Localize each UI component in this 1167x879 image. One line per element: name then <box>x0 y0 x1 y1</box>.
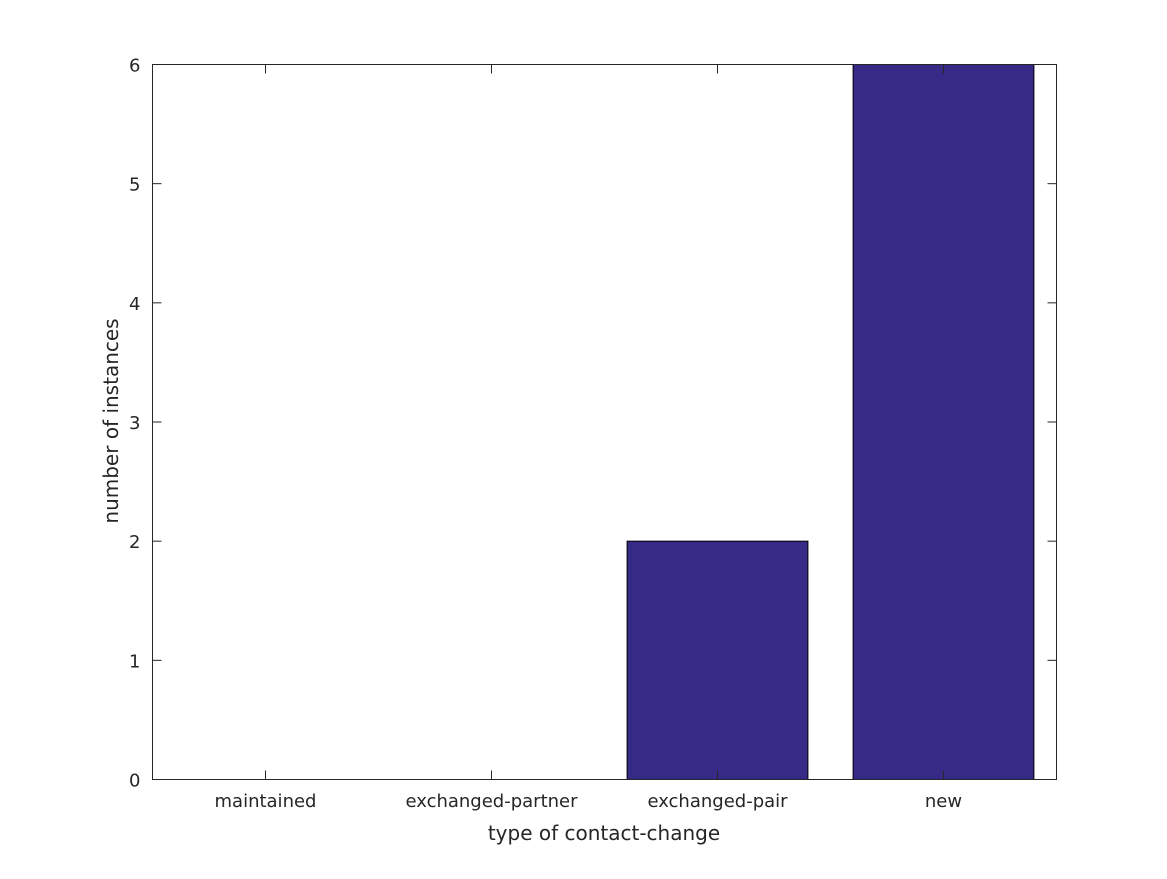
x-tick-label: new <box>925 791 962 812</box>
bar-exchanged-pair <box>626 540 809 781</box>
y-tick-label: 4 <box>129 294 140 315</box>
y-tick-label: 5 <box>129 175 140 196</box>
x-axis-label: type of contact-change <box>488 821 720 845</box>
x-tick-label: maintained <box>215 791 317 812</box>
x-tick-label: exchanged-partner <box>405 791 578 812</box>
y-tick-label: 2 <box>129 532 140 553</box>
y-tick-label: 6 <box>129 56 140 77</box>
y-tick-label: 1 <box>129 651 140 672</box>
y-axis-label: number of instances <box>99 318 123 523</box>
y-tick-label: 0 <box>129 771 140 792</box>
bar-new <box>852 64 1035 780</box>
y-tick-label: 3 <box>129 413 140 434</box>
x-tick-label: exchanged-pair <box>647 791 788 812</box>
